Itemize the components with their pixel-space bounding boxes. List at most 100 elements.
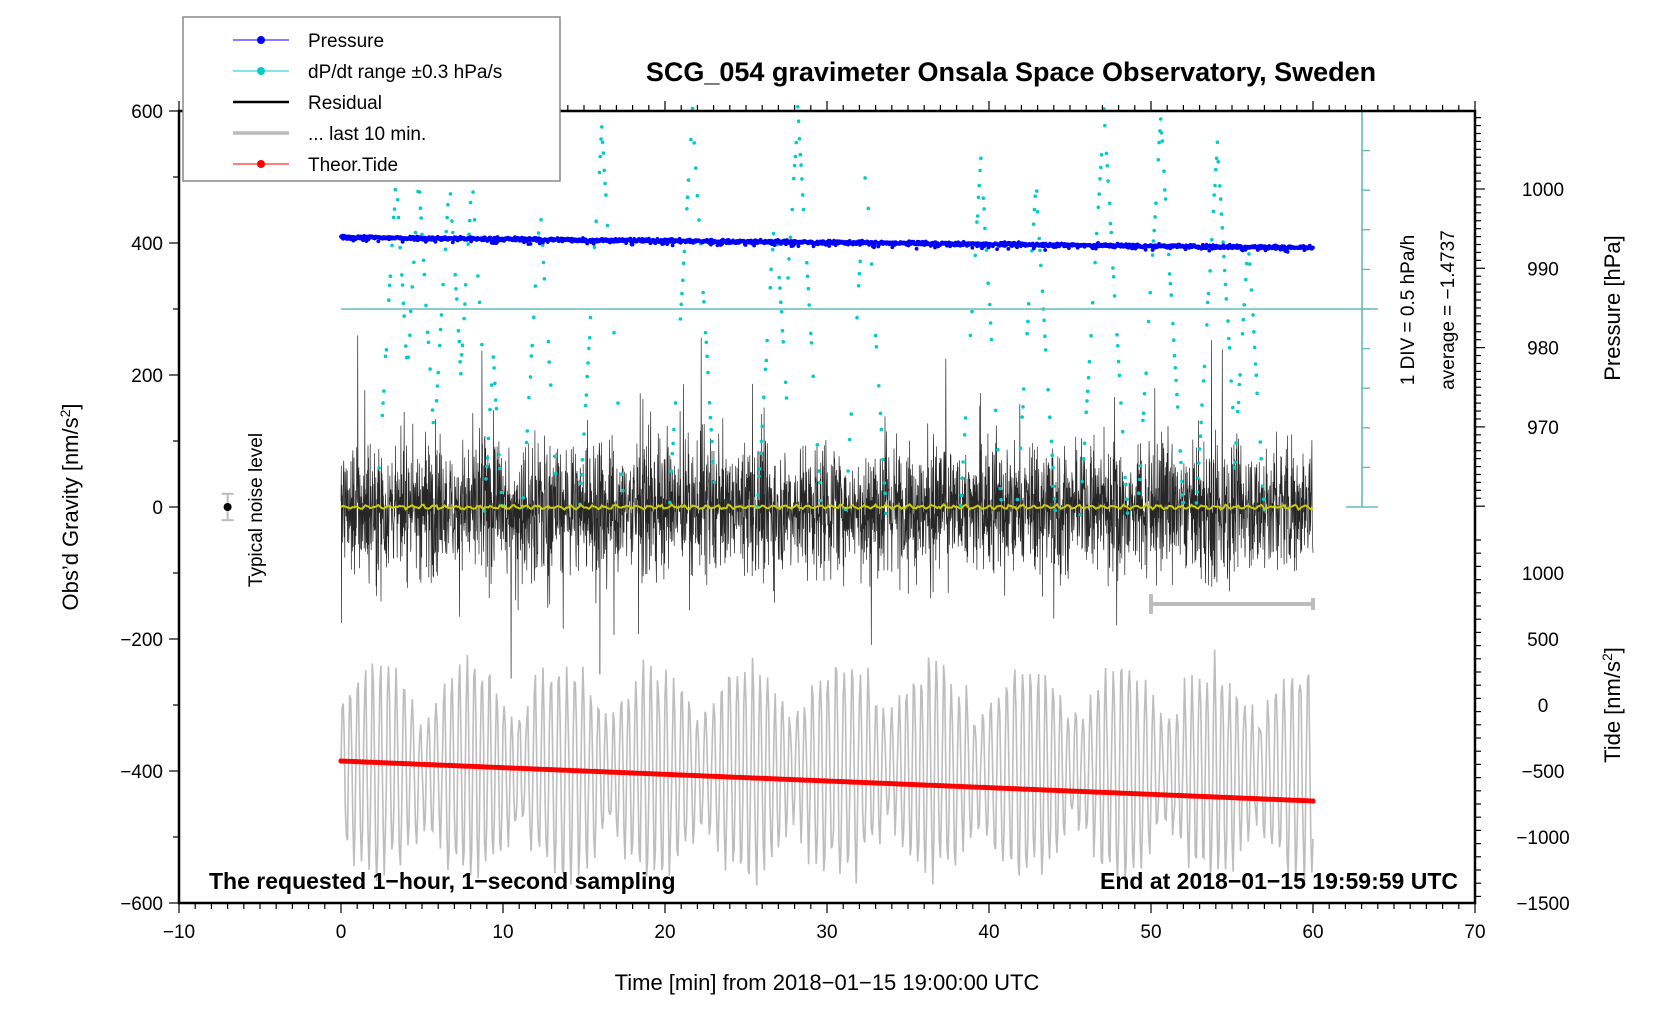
x-tick-label: 20 <box>654 922 675 943</box>
dpdt-point <box>671 441 675 446</box>
dpdt-point <box>1247 252 1251 256</box>
dpdt-point <box>878 411 883 416</box>
dpdt-point <box>1234 441 1238 445</box>
pressure-point <box>914 246 919 251</box>
pressure-point <box>591 241 596 246</box>
dpdt-point <box>779 310 784 314</box>
dpdt-point <box>466 242 471 246</box>
dpdt-point <box>605 223 610 228</box>
y-left-tick-label: 200 <box>131 366 163 387</box>
dpdt-point <box>815 443 820 447</box>
dpdt-point <box>463 283 468 287</box>
dpdt-point <box>1198 434 1203 439</box>
pressure-point <box>491 241 496 246</box>
dpdt-point <box>1238 373 1242 377</box>
dpdt-point <box>1236 400 1241 405</box>
dpdt-point <box>498 466 502 471</box>
residual-line <box>340 335 1314 679</box>
dpdt-point <box>856 283 861 288</box>
dpdt-point <box>694 166 698 170</box>
dpdt-point <box>377 466 381 470</box>
dpdt-point <box>395 198 400 202</box>
dpdt-point <box>809 331 813 336</box>
dpdt-point <box>817 469 821 473</box>
dpdt-point <box>1244 261 1249 266</box>
dpdt-point <box>701 290 705 295</box>
dpdt-point <box>866 206 871 211</box>
legend-swatch-dot <box>257 67 265 75</box>
dpdt-point <box>583 403 588 408</box>
pressure-point <box>1285 250 1290 254</box>
dpdt-point <box>1112 294 1117 298</box>
y-left-tick-label: −200 <box>120 630 163 651</box>
dpdt-point <box>998 486 1003 491</box>
pressure-point <box>661 241 666 246</box>
axes: −10 0 10 20 30 40 50 60 70 600 400 200 0 −200 −400 −600… <box>120 101 1570 943</box>
dpdt-point <box>1025 331 1029 336</box>
dpdt-point <box>686 178 691 182</box>
dpdt-point <box>1026 302 1031 306</box>
dpdt-point <box>1252 330 1256 334</box>
pressure-point <box>872 243 877 248</box>
residual-smoothed-series <box>340 501 1314 512</box>
dpdt-point <box>388 274 393 279</box>
dpdt-point <box>451 230 455 235</box>
dpdt-point <box>580 458 585 462</box>
dpdt-point <box>703 330 708 335</box>
dpdt-point <box>460 343 465 348</box>
dpdt-point <box>685 207 689 211</box>
dpdt-point <box>1042 318 1046 323</box>
dpdt-point <box>1220 226 1225 230</box>
dpdt-point <box>1119 401 1123 405</box>
dpdt-point <box>1046 387 1050 392</box>
dpdt-point <box>780 328 785 333</box>
dpdt-point <box>424 303 428 308</box>
dpdt-point <box>988 321 993 325</box>
dpdt-point <box>986 281 990 286</box>
dpdt-point <box>1043 334 1047 339</box>
dpdt-point <box>799 163 803 167</box>
dpdt-point <box>585 374 589 379</box>
pressure-point <box>1311 245 1315 250</box>
dpdt-point <box>1232 466 1237 470</box>
dpdt-point <box>882 481 887 485</box>
dpdt-point <box>1022 387 1026 391</box>
dpdt-point <box>533 284 538 288</box>
dpdt-point <box>601 151 606 155</box>
dpdt-point <box>1156 158 1161 162</box>
dpdt-point <box>1137 491 1141 496</box>
dpdt-point <box>391 215 396 220</box>
pressure-point <box>630 242 635 247</box>
dpdt-point <box>798 152 803 157</box>
dpdt-point <box>492 366 496 370</box>
dpdt-point <box>712 480 717 485</box>
dpdt-point <box>1039 263 1043 268</box>
dpdt-point <box>1195 490 1199 494</box>
dpdt-point <box>708 415 713 420</box>
dpdt-point <box>796 105 800 109</box>
x-tick-label: 50 <box>1140 922 1161 943</box>
dpdt-point <box>410 285 415 289</box>
dpdt-point <box>476 274 480 278</box>
dpdt-point <box>963 416 968 420</box>
chart-title: SCG_054 gravimeter Onsala Space Observat… <box>646 57 1376 87</box>
dpdt-point <box>406 355 411 360</box>
dpdt-point <box>1181 500 1186 505</box>
dpdt-point <box>463 302 467 306</box>
dpdt-point <box>757 474 761 479</box>
dpdt-point <box>1021 405 1025 409</box>
y-axis-left-title-text: Obs’d Gravity [nm/s <box>58 417 83 610</box>
x-tick-label: 60 <box>1302 922 1323 943</box>
dpdt-point <box>1120 429 1125 434</box>
y-left-tick-label: 0 <box>152 498 163 519</box>
dpdt-point <box>849 412 854 416</box>
dpdt-point <box>764 358 769 363</box>
dpdt-point <box>1020 415 1024 419</box>
dpdt-point <box>797 137 802 141</box>
dpdt-point <box>600 140 605 145</box>
legend-swatch-dot <box>257 160 265 168</box>
x-axis-title: Time [min] from 2018−01−15 19:00:00 UTC <box>615 970 1040 995</box>
pressure-tick-label: 980 <box>1527 339 1559 360</box>
pressure-point <box>876 244 881 249</box>
tide-tick-label: −1000 <box>1516 828 1569 849</box>
